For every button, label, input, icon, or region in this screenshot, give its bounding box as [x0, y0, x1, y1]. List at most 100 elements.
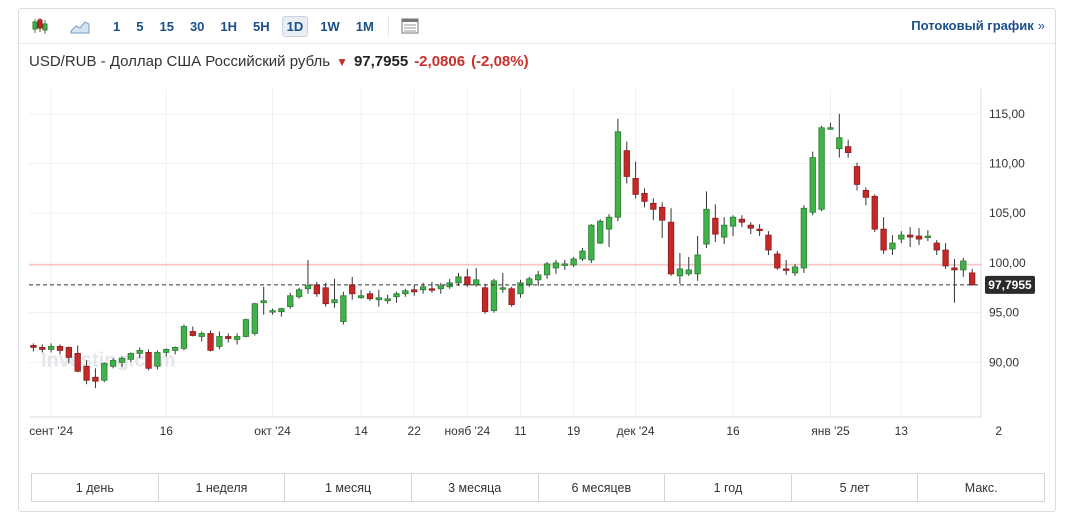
- candle-body: [260, 300, 267, 304]
- candle-body: [968, 272, 976, 286]
- toolbar-divider: [387, 16, 389, 36]
- candle-body: [526, 278, 533, 286]
- candle-body: [703, 208, 710, 245]
- candle-body: [836, 137, 843, 150]
- candle-body: [419, 286, 427, 291]
- range-tab[interactable]: 1 месяц: [285, 474, 412, 501]
- candle-body: [499, 287, 506, 290]
- candle-body: [411, 289, 418, 293]
- candle-body: [508, 288, 515, 306]
- last-price-badge: [985, 275, 1035, 294]
- candle-body: [756, 228, 763, 232]
- stream-chart-link[interactable]: Потоковый график»: [911, 18, 1045, 33]
- interval-1d[interactable]: 1D: [281, 15, 309, 37]
- x-tick-label: янв '25: [811, 424, 850, 438]
- range-tab[interactable]: 6 месяцев: [539, 474, 666, 501]
- range-tabs: 1 день 1 неделя 1 месяц 3 месяца 6 месяцев 1 …: [31, 473, 1045, 502]
- candle-body: [287, 295, 294, 308]
- interval-5h[interactable]: 5H: [253, 18, 270, 34]
- x-tick-label: дек '24: [617, 424, 655, 438]
- candle-body: [340, 295, 347, 322]
- candle-body: [74, 352, 81, 372]
- candle-body: [765, 234, 772, 251]
- candle-body: [251, 303, 258, 334]
- candle-body: [907, 234, 914, 238]
- y-tick-label: 95,00: [989, 306, 1019, 320]
- candle-body: [428, 288, 436, 291]
- x-tick-label: окт '24: [254, 424, 291, 438]
- x-tick-label: 16: [726, 424, 740, 438]
- last-price: 97,7955: [353, 53, 409, 70]
- x-tick-label: 2: [995, 424, 1002, 438]
- candlestick-chart[interactable]: 90,00 95,00 100,00 105,00 110,00 115,00 сент '…: [19, 9, 1055, 469]
- y-tick-label: 100,00: [989, 256, 1026, 270]
- candle-body: [685, 269, 692, 275]
- candle-body: [960, 260, 967, 271]
- candle-body: [154, 351, 161, 367]
- candle-body: [579, 250, 586, 260]
- candlestick-icon[interactable]: [29, 15, 51, 37]
- interval-1w[interactable]: 1W: [320, 18, 340, 34]
- candle-body: [278, 308, 285, 313]
- range-tab[interactable]: Макс.: [964, 480, 998, 495]
- interval-selector: 1 5 15 30 1H 5H 1D 1W 1M: [101, 15, 378, 37]
- x-tick-label: 13: [895, 424, 909, 438]
- candle-body: [30, 345, 37, 348]
- interval-1[interactable]: 1: [113, 18, 121, 34]
- candle-body: [384, 298, 391, 302]
- candle-body: [136, 350, 143, 354]
- candle-body: [535, 274, 542, 281]
- range-tab[interactable]: 1 неделя: [159, 474, 286, 501]
- interval-5[interactable]: 5: [136, 18, 144, 34]
- candle-body: [800, 207, 808, 269]
- interval-30[interactable]: 30: [189, 18, 205, 34]
- interval-1m[interactable]: 1M: [355, 18, 374, 34]
- candle-body: [322, 287, 329, 305]
- table-icon[interactable]: [399, 15, 421, 37]
- x-tick-label: 22: [408, 424, 422, 438]
- candle-body: [880, 228, 887, 251]
- area-chart-icon[interactable]: [69, 15, 91, 37]
- candle-body: [163, 349, 170, 353]
- candle-body: [632, 178, 639, 195]
- chart-toolbar: 1 5 15 30 1H 5H 1D 1W 1M Потоковый график»: [19, 9, 1055, 44]
- interval-1h[interactable]: 1H: [220, 18, 238, 34]
- interval-15[interactable]: 15: [159, 18, 174, 34]
- candle-body: [295, 289, 303, 298]
- x-tick-label: нояб '24: [445, 424, 491, 438]
- candle-body: [924, 235, 932, 239]
- candle-body: [349, 284, 356, 295]
- candle-body: [898, 234, 905, 240]
- y-tick-label: 110,00: [989, 157, 1025, 171]
- candle-body: [791, 266, 799, 274]
- candle-body: [118, 357, 126, 363]
- candle-body: [543, 263, 551, 276]
- candle-body: [437, 285, 444, 290]
- x-tick-label: сент '24: [29, 424, 73, 438]
- range-tab[interactable]: 3 месяца: [412, 474, 539, 501]
- candle-body: [127, 352, 134, 360]
- candle-body: [481, 287, 489, 313]
- candle-body: [304, 285, 312, 290]
- range-tab[interactable]: 1 год: [665, 474, 792, 501]
- instrument-name: USD/RUB - Доллар США Российский рубль: [29, 53, 331, 70]
- y-tick-label: 115,00: [989, 107, 1025, 121]
- range-tab[interactable]: 5 лет: [792, 474, 919, 501]
- candle-body: [889, 242, 896, 250]
- candle-body: [109, 359, 117, 367]
- quote-header: USD/RUB - Доллар США Российский рубль ▼ …: [29, 53, 529, 70]
- stream-chart-label: Потоковый график: [911, 18, 1034, 33]
- candle-body: [650, 202, 657, 210]
- candle-body: [871, 195, 878, 230]
- candle-body: [490, 280, 498, 312]
- candle-body: [180, 326, 188, 349]
- candle-body: [189, 331, 196, 336]
- candle-body: [667, 221, 675, 275]
- candle-body: [207, 333, 214, 351]
- candle-body: [827, 127, 834, 130]
- range-tab[interactable]: 1 день: [32, 474, 159, 501]
- candle-body: [738, 218, 746, 223]
- y-tick-label: 90,00: [989, 355, 1019, 369]
- candle-body: [818, 127, 825, 210]
- candle-body: [809, 157, 816, 213]
